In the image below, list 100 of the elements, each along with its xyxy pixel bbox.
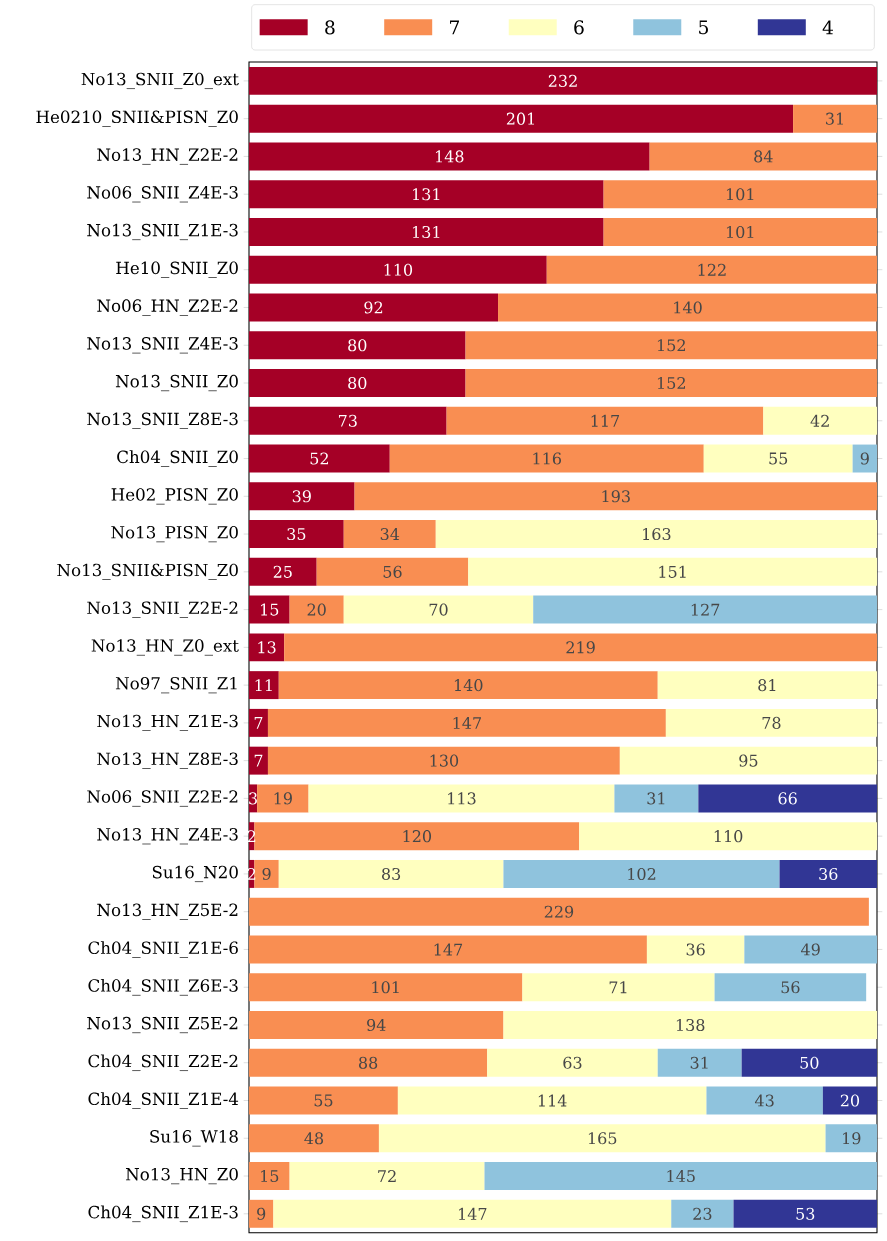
data-label: 101 <box>726 225 754 239</box>
y-tick-label: Ch04_SNII_Z6E-3 <box>88 978 238 996</box>
data-label: 152 <box>657 339 685 352</box>
bar <box>484 1162 877 1191</box>
bar <box>744 935 877 964</box>
bar <box>249 1086 398 1115</box>
data-label: 95 <box>739 754 758 767</box>
y-tick-label: No13_HN_Z4E-3 <box>97 828 238 845</box>
bar <box>249 66 877 95</box>
bar <box>533 595 877 624</box>
data-label: 131 <box>412 225 440 239</box>
data-label: 130 <box>430 754 459 767</box>
bar <box>249 255 547 284</box>
bar <box>706 1086 823 1115</box>
bar <box>249 1048 488 1077</box>
bar <box>354 482 877 511</box>
y-tick-label: Su16_N20 <box>152 865 238 883</box>
bar <box>733 1199 877 1228</box>
data-label: 102 <box>628 867 656 880</box>
legend-label: 7 <box>450 20 460 35</box>
data-label: 80 <box>348 339 367 352</box>
bar <box>249 217 604 246</box>
y-tick-label: No13_HN_Z0_ext <box>91 639 239 656</box>
y-tick-label: No13_HN_Z2E-2 <box>97 148 238 165</box>
bar <box>249 935 647 964</box>
bar <box>278 859 504 888</box>
data-label: 131 <box>412 188 440 201</box>
data-label: 83 <box>382 867 401 880</box>
data-label: 9 <box>860 452 869 465</box>
data-label: 113 <box>448 792 476 805</box>
data-label: 39 <box>292 490 311 503</box>
y-tick-label: No13_SNII_Z5E-2 <box>87 1016 238 1034</box>
y-tick-label: No13_HN_Z1E-3 <box>97 714 238 732</box>
data-label: 101 <box>372 981 399 994</box>
data-label: 34 <box>380 528 400 541</box>
data-label: 114 <box>538 1094 567 1107</box>
data-label: 48 <box>304 1132 324 1145</box>
data-label: 19 <box>843 1132 861 1145</box>
y-tick-label: No13_SNII&PISN_Z0 <box>57 563 238 580</box>
bar <box>603 180 877 209</box>
y-tick-label: Ch04_SNII_Z2E-2 <box>88 1054 238 1072</box>
data-label: 72 <box>378 1170 396 1182</box>
data-label: 94 <box>367 1018 386 1032</box>
y-tick-label: No13_SNII_Z4E-3 <box>87 337 238 354</box>
bar <box>343 595 534 624</box>
bar <box>249 293 499 322</box>
y-tick-label: He10_SNII_Z0 <box>116 261 238 278</box>
bar <box>614 784 699 813</box>
bar <box>284 633 877 662</box>
data-label: 151 <box>659 565 686 578</box>
y-tick-label: No13_SNII_Z1E-3 <box>87 223 238 241</box>
y-tick-label: No13_HN_Z0 <box>125 1167 238 1185</box>
data-label: 80 <box>348 376 367 390</box>
data-label: 23 <box>693 1207 712 1220</box>
bar <box>698 784 877 813</box>
data-label: 19 <box>274 792 292 805</box>
data-label: 55 <box>314 1094 333 1107</box>
bar <box>619 746 877 775</box>
bar <box>703 444 853 473</box>
data-label: 165 <box>588 1132 617 1145</box>
data-label: 201 <box>506 112 535 125</box>
data-label: 81 <box>758 679 776 692</box>
data-label: 116 <box>533 452 562 465</box>
bar <box>254 822 580 851</box>
data-label: 3 <box>249 792 257 805</box>
bar <box>308 784 615 813</box>
y-tick-label: No97_SNII_Z1 <box>115 676 237 694</box>
bar <box>249 973 523 1002</box>
bar <box>249 746 268 775</box>
data-label: 232 <box>548 74 577 87</box>
data-label: 11 <box>255 679 272 692</box>
bar <box>249 180 604 209</box>
data-label: 7 <box>254 754 263 767</box>
data-label: 52 <box>310 452 328 465</box>
legend-label: 6 <box>574 20 584 35</box>
data-label: 193 <box>602 490 630 503</box>
data-label: 122 <box>698 263 726 276</box>
bar <box>249 633 285 662</box>
y-tick-label: He02_PISN_Z0 <box>111 488 238 505</box>
data-label: 92 <box>364 301 383 314</box>
y-tick-label: No13_HN_Z8E-3 <box>97 752 238 769</box>
data-label: 219 <box>566 641 595 654</box>
data-label: 145 <box>667 1169 695 1183</box>
data-label: 73 <box>338 414 357 427</box>
bar <box>278 671 658 700</box>
data-label: 78 <box>762 716 781 729</box>
bar <box>267 708 666 737</box>
data-label: 147 <box>453 716 481 729</box>
y-tick-label: No13_PISN_Z0 <box>111 525 238 543</box>
data-label: 147 <box>458 1207 487 1220</box>
bar <box>671 1199 734 1228</box>
data-label: 43 <box>754 1094 774 1107</box>
data-label: 31 <box>826 112 843 125</box>
data-label: 55 <box>769 452 788 465</box>
bar <box>465 369 877 397</box>
bar <box>289 595 344 624</box>
data-label: 163 <box>643 528 671 541</box>
data-label: 148 <box>435 150 464 163</box>
bar <box>254 859 279 888</box>
data-label: 36 <box>686 943 705 956</box>
